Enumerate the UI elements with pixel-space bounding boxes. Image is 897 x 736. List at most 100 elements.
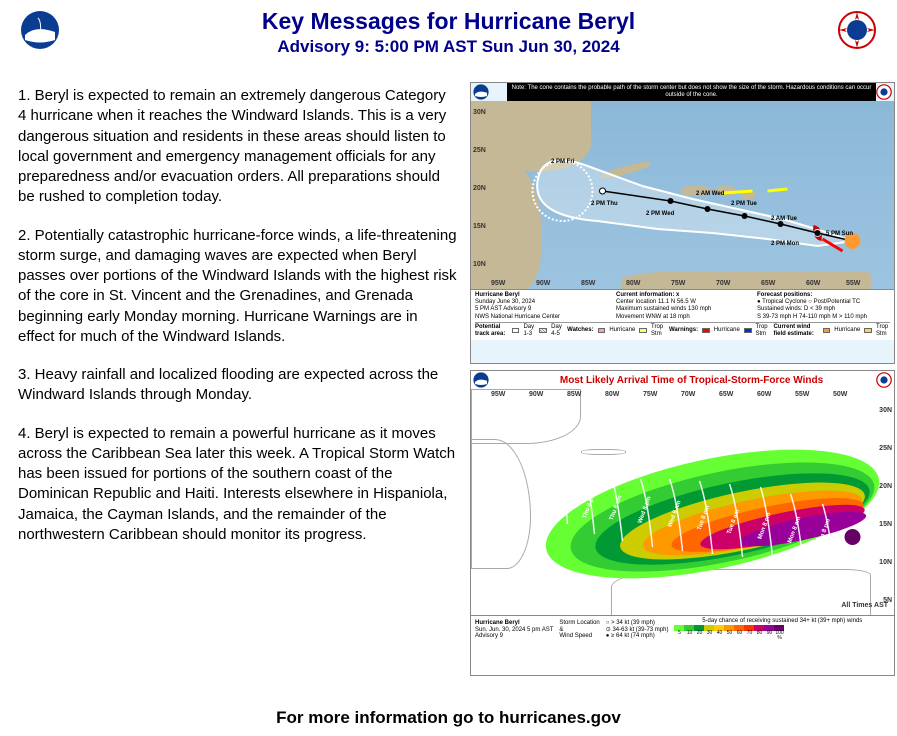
- warn-ts: Trop Stm: [756, 324, 770, 338]
- message-3: 3. Heavy rainfall and localized flooding…: [18, 365, 458, 406]
- storm-wind: Maximum sustained winds 130 mph: [616, 306, 711, 312]
- a-lon-50w: 50W: [833, 391, 847, 398]
- lon-70w: 70W: [716, 280, 730, 287]
- a-storm-date: Sun. Jun. 30, 2024 5 pm AST: [475, 627, 553, 633]
- a-lon-55w: 55W: [795, 391, 809, 398]
- noaa-logo-icon: [20, 10, 60, 50]
- storm-src: NWS National Hurricane Center: [475, 314, 560, 320]
- page-subtitle: Advisory 9: 5:00 PM AST Sun Jun 30, 2024: [0, 37, 897, 57]
- prob-value: 70: [744, 631, 754, 642]
- track-time-1: 2 PM Mon: [771, 241, 799, 247]
- track-time-6: 2 PM Thu: [591, 201, 618, 207]
- watch-ts: Trop Stm: [651, 324, 665, 338]
- lon-60w: 60W: [806, 280, 820, 287]
- nws-logo-small-icon: [876, 84, 892, 100]
- arrival-map-body: Sun 8 pm Mon 8 am Mon 8 pm Tue 8 am Tue …: [471, 389, 894, 615]
- a-lon-70w: 70W: [681, 391, 695, 398]
- lat-15n: 15N: [473, 223, 486, 230]
- lon-90w: 90W: [536, 280, 550, 287]
- prob-value: 100 %: [774, 631, 784, 642]
- storm-date: Sunday June 30, 2024: [475, 299, 535, 305]
- prob-value: 20: [694, 631, 704, 642]
- a-lon-65w: 65W: [719, 391, 733, 398]
- a-storm-adv: Advisory 9: [475, 633, 503, 639]
- a-lat-30n: 30N: [879, 407, 892, 414]
- header: Key Messages for Hurricane Beryl Advisor…: [0, 0, 897, 68]
- track-time-7: 2 PM Fri: [551, 159, 574, 165]
- cone-disclaimer: Note: The cone contains the probable pat…: [507, 83, 876, 101]
- prob-value: 90: [764, 631, 774, 642]
- pta-label: Potential track area:: [475, 324, 508, 338]
- arrival-map-footer: Hurricane Beryl Sun. Jun. 30, 2024 5 pm …: [471, 615, 894, 644]
- storm-move: Movement WNW at 18 mph: [616, 314, 690, 320]
- message-4: 4. Beryl is expected to remain a powerfu…: [18, 424, 458, 546]
- noaa-logo-small-icon: [473, 372, 489, 388]
- lon-85w: 85W: [581, 280, 595, 287]
- watches-label: Watches:: [567, 327, 593, 334]
- a-storm-name: Hurricane Beryl: [475, 620, 520, 626]
- track-time-3: 2 PM Tue: [731, 201, 757, 207]
- a-ws-label: Wind Speed: [559, 633, 592, 639]
- lon-55w: 55W: [846, 280, 860, 287]
- lat-30n: 30N: [473, 109, 486, 116]
- maps-column: Note: The cone contains the probable pat…: [470, 68, 895, 698]
- prob-value: 80: [754, 631, 764, 642]
- nws-logo-icon: [837, 10, 877, 50]
- lon-65w: 65W: [761, 280, 775, 287]
- nws-logo-small-icon: [876, 372, 892, 388]
- fcst-label: Forecast positions:: [757, 292, 812, 298]
- message-2: 2. Potentially catastrophic hurricane-fo…: [18, 226, 458, 348]
- a-w1: > 34 kt (39 mph): [611, 620, 655, 626]
- message-1: 1. Beryl is expected to remain an extrem…: [18, 86, 458, 208]
- track-time-5: 2 PM Wed: [646, 211, 674, 217]
- a-lon-90w: 90W: [529, 391, 543, 398]
- lat-25n: 25N: [473, 147, 486, 154]
- prob-value: 10: [684, 631, 694, 642]
- lon-80w: 80W: [626, 280, 640, 287]
- arrival-map-title: Most Likely Arrival Time of Tropical-Sto…: [489, 375, 894, 386]
- prob-value: 50: [724, 631, 734, 642]
- noaa-logo-small-icon: [473, 84, 489, 100]
- messages-column: 1. Beryl is expected to remain an extrem…: [18, 68, 458, 698]
- cone-map-info: Hurricane Beryl Sunday June 30, 2024 5 P…: [471, 289, 894, 340]
- a-lon-60w: 60W: [757, 391, 771, 398]
- a-lat-10n: 10N: [879, 559, 892, 566]
- storm-center: Center location 11.1 N 56.5 W: [616, 299, 696, 305]
- lat-10n: 10N: [473, 261, 486, 268]
- fcst-3: S 39-73 mph H 74-110 mph M > 110 mph: [757, 314, 867, 320]
- pta-d45: Day 4-5: [551, 324, 563, 338]
- a-prob-label: 5-day chance of receiving sustained 34+ …: [702, 618, 862, 624]
- track-time-2: 2 AM Tue: [771, 216, 797, 222]
- prob-value: 30: [704, 631, 714, 642]
- a-lat-15n: 15N: [879, 521, 892, 528]
- cone-map-body: 30N 25N 20N 15N 10N 95W 90W 85W 80W 75W …: [471, 101, 894, 289]
- a-lat-20n: 20N: [879, 483, 892, 490]
- prob-value: 40: [714, 631, 724, 642]
- a-lat-25n: 25N: [879, 445, 892, 452]
- wfe-hurr: Hurricane: [834, 327, 860, 334]
- lon-75w: 75W: [671, 280, 685, 287]
- prob-value: 5: [674, 631, 684, 642]
- fcst-1: ● Tropical Cyclone ○ Post/Potential TC: [757, 299, 860, 305]
- lat-20n: 20N: [473, 185, 486, 192]
- lon-95w: 95W: [491, 280, 505, 287]
- track-time-4: 2 AM Wed: [696, 191, 724, 197]
- a-w3: ≥ 64 kt (74 mph): [611, 633, 655, 639]
- content-area: 1. Beryl is expected to remain an extrem…: [0, 68, 897, 698]
- track-time-0: 5 PM Sun: [826, 231, 853, 237]
- page-title: Key Messages for Hurricane Beryl: [0, 8, 897, 35]
- a-lon-95w: 95W: [491, 391, 505, 398]
- prob-value: 60: [734, 631, 744, 642]
- pta-d13: Day 1-3: [523, 324, 535, 338]
- times-note: All Times AST: [841, 602, 888, 609]
- cone-track-map: Note: The cone contains the probable pat…: [470, 82, 895, 364]
- wfe-ts: Trop Stm: [876, 324, 890, 338]
- watch-hurr: Hurricane: [609, 327, 635, 334]
- warnings-label: Warnings:: [669, 327, 698, 334]
- arrival-time-map: Most Likely Arrival Time of Tropical-Sto…: [470, 370, 895, 676]
- a-lon-85w: 85W: [567, 391, 581, 398]
- cur-info-label: Current information: x: [616, 292, 679, 298]
- storm-name: Hurricane Beryl: [475, 292, 520, 298]
- fcst-2: Sustained winds: D < 39 mph: [757, 306, 835, 312]
- a-lon-80w: 80W: [605, 391, 619, 398]
